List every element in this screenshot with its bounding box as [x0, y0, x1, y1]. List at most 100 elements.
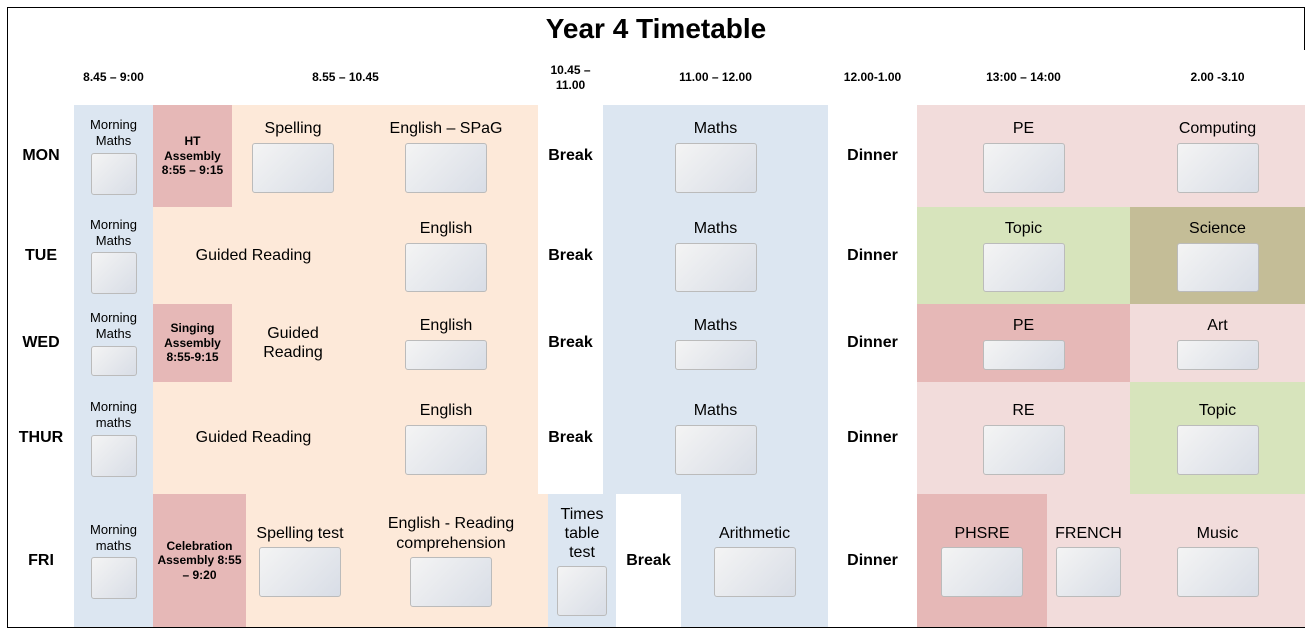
lesson-cell: Guided Reading	[153, 382, 355, 495]
lesson-cell: Topic	[917, 207, 1131, 305]
lesson-label: Break	[548, 334, 593, 352]
lesson-label: Break	[548, 429, 593, 447]
subject-icon	[405, 242, 487, 292]
lesson-cell: HT Assembly 8:55 – 9:15	[153, 105, 233, 208]
lesson-cell: Dinner	[828, 207, 918, 305]
header-cell: 13:00 – 14:00	[917, 50, 1131, 106]
subject-icon	[1176, 142, 1259, 193]
header-cell: 2.00 -3.10	[1130, 50, 1305, 106]
lesson-label: Dinner	[847, 147, 898, 165]
lesson-cell: Maths	[603, 382, 829, 495]
time-label: 13:00 – 14:00	[986, 70, 1061, 85]
lesson-cell: RE	[917, 382, 1131, 495]
subject-icon	[405, 424, 487, 475]
lesson-cell: Maths	[603, 105, 829, 208]
subject-icon	[252, 142, 334, 193]
header-cell: 8.55 – 10.45	[153, 50, 539, 106]
lesson-cell: Dinner	[828, 382, 918, 495]
subject-icon	[1176, 339, 1259, 370]
lesson-label: Topic	[1004, 220, 1043, 238]
subject-icon	[982, 242, 1065, 292]
lesson-label: Science	[1189, 220, 1246, 238]
lesson-cell: PHSRE	[917, 494, 1048, 628]
lesson-cell: Morning Maths	[74, 105, 154, 208]
subject-icon	[982, 142, 1065, 193]
day-cell: THUR	[8, 382, 75, 495]
lesson-label: Morning maths	[90, 399, 137, 430]
time-label: 11.00 – 12.00	[679, 70, 752, 85]
time-label: 12.00-1.00	[843, 70, 902, 85]
lesson-label: Art	[1207, 317, 1228, 335]
lesson-cell: Morning maths	[74, 382, 154, 495]
subject-icon	[90, 152, 137, 195]
subject-icon	[90, 434, 137, 477]
lesson-cell: Break	[616, 494, 682, 628]
lesson-label: PE	[1012, 120, 1035, 138]
lesson-label: HT Assembly 8:55 – 9:15	[161, 134, 224, 178]
lesson-cell: Dinner	[828, 494, 918, 628]
subject-icon	[259, 547, 341, 598]
time-label: 8.45 – 9:00	[83, 70, 144, 85]
lesson-cell: PE	[917, 105, 1131, 208]
subject-icon	[405, 339, 487, 370]
lesson-label: Morning Maths	[90, 310, 137, 341]
lesson-cell: Break	[538, 382, 604, 495]
lesson-cell: Break	[538, 207, 604, 305]
time-label: 2.00 -3.10	[1190, 70, 1245, 85]
lesson-cell: Topic	[1130, 382, 1305, 495]
lesson-cell: Dinner	[828, 105, 918, 208]
lesson-cell: Guided Reading	[153, 207, 355, 305]
title-cell: Year 4 Timetable	[8, 8, 1305, 51]
lesson-label: Celebration Assembly 8:55 – 9:20	[157, 538, 242, 582]
lesson-label: PE	[1012, 317, 1035, 335]
subject-icon	[713, 547, 796, 598]
lesson-cell: Celebration Assembly 8:55 – 9:20	[153, 494, 247, 628]
lesson-cell: Break	[538, 105, 604, 208]
lesson-label: Morning Maths	[90, 216, 137, 248]
lesson-label: Music	[1196, 524, 1239, 542]
day-label: MON	[22, 147, 60, 165]
lesson-cell: Dinner	[828, 304, 918, 383]
lesson-label: Dinner	[847, 551, 898, 569]
day-label: THUR	[18, 429, 64, 447]
lesson-cell: English – SPaG	[354, 105, 539, 208]
lesson-cell: Computing	[1130, 105, 1305, 208]
lesson-cell: Music	[1130, 494, 1305, 628]
lesson-label: PHSRE	[954, 524, 1010, 542]
subject-icon	[90, 345, 137, 376]
day-cell: FRI	[8, 494, 75, 628]
day-cell: MON	[8, 105, 75, 208]
lesson-label: Guided Reading	[195, 246, 312, 264]
lesson-cell: FRENCH	[1047, 494, 1131, 628]
lesson-cell: Morning Maths	[74, 304, 154, 383]
day-label: FRI	[28, 551, 54, 569]
lesson-cell: Spelling test	[246, 494, 355, 628]
subject-icon	[982, 339, 1065, 370]
subject-icon	[1056, 547, 1121, 598]
lesson-cell: Guided Reading	[232, 304, 355, 383]
lesson-label: Spelling test	[256, 524, 344, 542]
lesson-label: English	[419, 220, 473, 238]
lesson-label: Break	[626, 551, 671, 569]
subject-icon	[90, 557, 137, 600]
lesson-label: English	[419, 402, 473, 420]
lesson-cell: English	[354, 304, 539, 383]
lesson-label: FRENCH	[1055, 524, 1122, 542]
lesson-cell: Maths	[603, 207, 829, 305]
header-cell: 8.45 – 9:00	[74, 50, 154, 106]
lesson-label: Topic	[1198, 402, 1237, 420]
lesson-cell: Science	[1130, 207, 1305, 305]
subject-icon	[90, 252, 137, 295]
lesson-label: Maths	[693, 402, 738, 420]
lesson-cell: English	[354, 207, 539, 305]
lesson-label: Arithmetic	[718, 524, 791, 542]
lesson-label: Break	[548, 246, 593, 264]
lesson-label: Dinner	[847, 334, 898, 352]
subject-icon	[674, 339, 757, 370]
lesson-cell: Singing Assembly 8:55-9:15	[153, 304, 233, 383]
lesson-label: Times table test	[560, 505, 604, 562]
subject-icon	[941, 547, 1023, 598]
lesson-cell: English	[354, 382, 539, 495]
lesson-cell: Arithmetic	[681, 494, 829, 628]
